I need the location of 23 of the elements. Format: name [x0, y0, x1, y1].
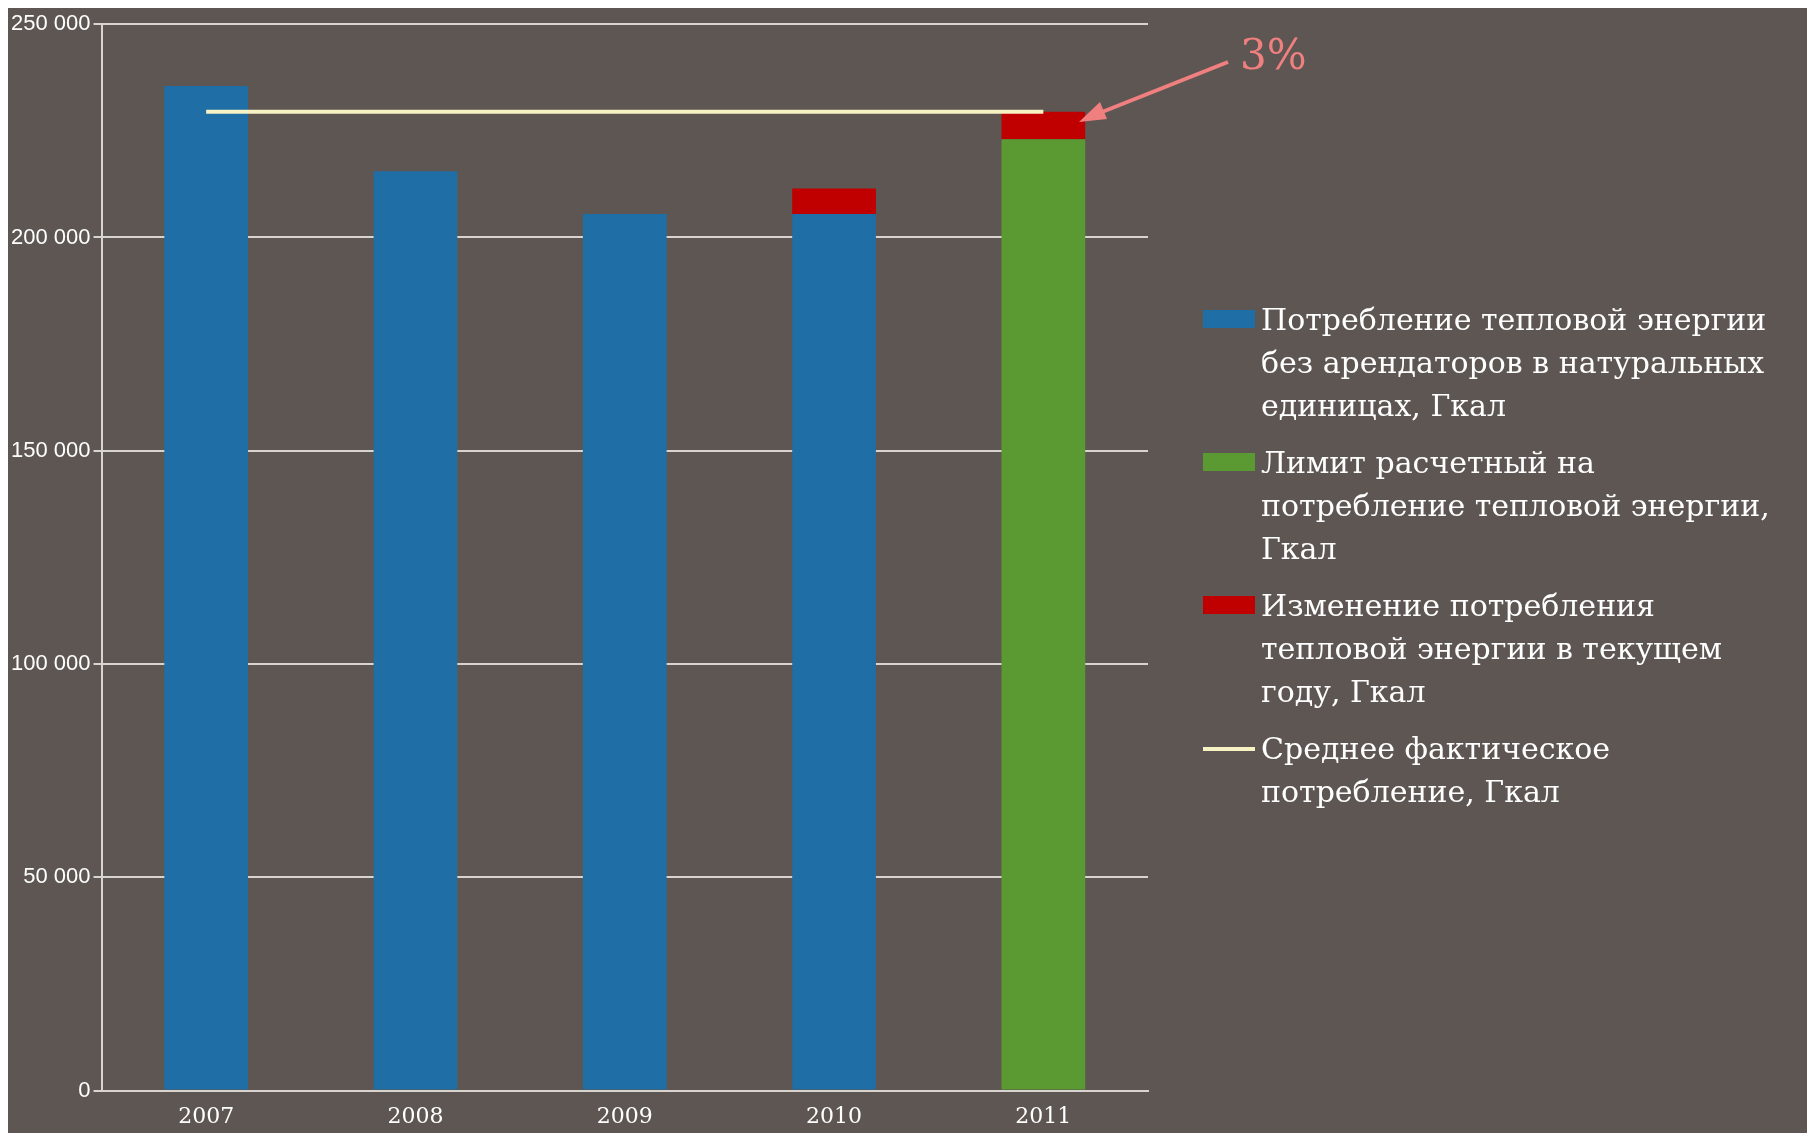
- legend-label: Изменение потребления тепловой энергии в текущем году, Гкал: [1261, 587, 1724, 711]
- x-tick-label: 2007: [178, 1102, 235, 1128]
- y-tick-label: 200 000: [10, 223, 91, 249]
- legend-label: Среднее фактическое потребление, Гкал: [1261, 730, 1612, 811]
- y-tick-label: 100 000: [10, 650, 91, 676]
- x-tick-label: 2011: [1015, 1102, 1072, 1128]
- bar: [1001, 111, 1086, 140]
- bar: [373, 171, 458, 1090]
- legend-label: Лимит расчетный на потребление тепловой энергии, Гкал: [1261, 444, 1771, 568]
- bar: [792, 214, 876, 1090]
- y-tick-label: 0: [78, 1076, 91, 1102]
- text: 3%: [1240, 30, 1307, 79]
- bar: [792, 188, 876, 215]
- y-tick-label: 150 000: [10, 436, 91, 462]
- y-tick-label: 50 000: [23, 863, 91, 889]
- x-tick-label: 2010: [806, 1102, 863, 1128]
- bar: [582, 214, 667, 1090]
- x-tick-label: 2008: [387, 1102, 444, 1128]
- y-tick-label: 250 000: [10, 10, 91, 36]
- x-tick-label: 2009: [596, 1102, 653, 1128]
- bar: [1001, 139, 1086, 1090]
- legend-label: Потребление тепловой энергии без арендаторов в натуральных единицах, Гкал: [1261, 301, 1768, 425]
- bar: [164, 86, 249, 1090]
